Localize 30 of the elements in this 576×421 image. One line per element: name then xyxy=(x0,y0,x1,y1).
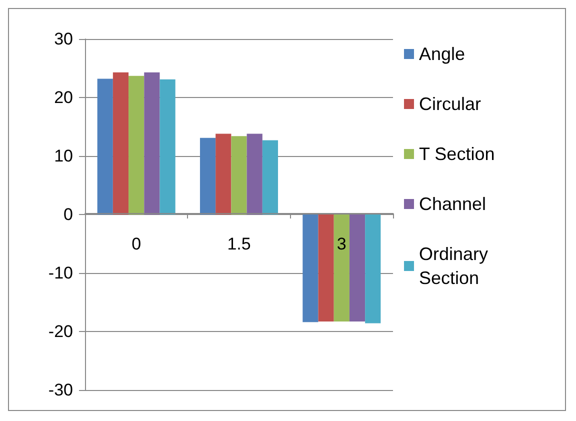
bar xyxy=(128,76,144,214)
x-tick-label: 0 xyxy=(132,234,142,254)
bar xyxy=(349,214,366,322)
bar xyxy=(365,214,381,324)
legend-label: Angle xyxy=(419,44,466,64)
y-tick-label: 0 xyxy=(64,205,73,224)
y-tick-label: -30 xyxy=(48,380,73,400)
bar xyxy=(112,72,129,214)
bar xyxy=(144,72,160,214)
bar xyxy=(318,214,334,322)
bar xyxy=(262,140,278,214)
bar xyxy=(334,214,350,322)
legend-label: Circular xyxy=(419,94,482,114)
legend-label: T Section xyxy=(419,144,495,164)
y-tick-label: 10 xyxy=(54,146,73,166)
bar xyxy=(302,214,318,322)
y-tick-label: -20 xyxy=(48,322,73,341)
bar xyxy=(216,134,232,214)
y-tick-label: 30 xyxy=(54,30,73,48)
bar xyxy=(246,134,262,214)
y-tick-label: -10 xyxy=(48,264,73,282)
bar xyxy=(160,79,176,214)
bar xyxy=(97,78,113,214)
legend-label: Channel xyxy=(419,194,486,214)
y-tick-label: 20 xyxy=(54,88,73,107)
x-tick-label: 1.5 xyxy=(227,234,251,254)
bar xyxy=(231,136,247,214)
legend-label: Ordinary Section xyxy=(419,244,488,288)
x-tick-label: 3 xyxy=(336,234,346,254)
bar xyxy=(200,138,216,214)
